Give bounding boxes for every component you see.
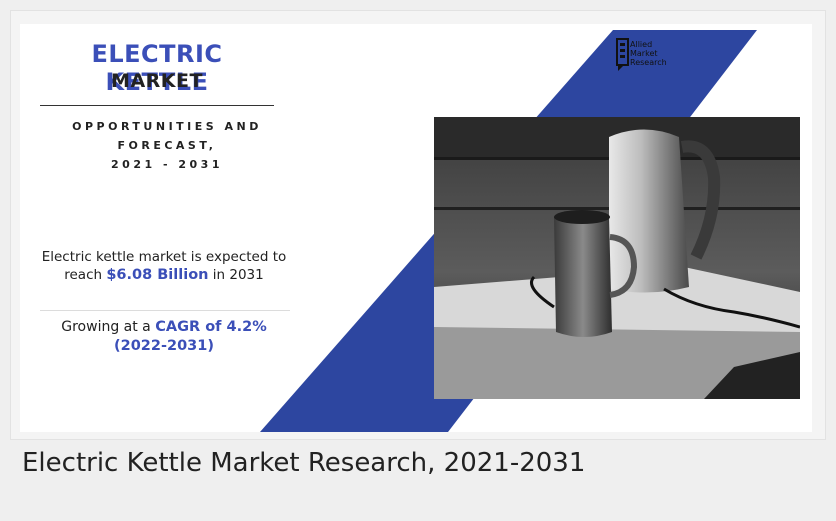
stat2-period: (2022-2031) <box>114 338 214 354</box>
stat1-value: $6.08 Billion <box>106 267 209 283</box>
stat2-prefix: Growing at a <box>61 319 151 335</box>
title-line2: MARKET <box>111 70 203 92</box>
subtitle-line2: FORECAST, <box>117 139 217 152</box>
company-logo: Allied Market Research <box>616 38 696 78</box>
logo-line2: Market <box>630 49 658 58</box>
stat2-value: CAGR of 4.2% <box>155 319 267 335</box>
logo-line3: Research <box>630 58 667 67</box>
kettle-photo <box>434 117 800 399</box>
subtitle-line3: 2021 - 2031 <box>111 158 223 171</box>
title-divider <box>40 105 274 106</box>
title-line1: ELECTRIC KETTLE <box>91 40 223 96</box>
logo-text: Allied Market Research <box>630 40 667 67</box>
stat-divider <box>40 310 290 311</box>
logo-line1: Allied <box>630 40 653 49</box>
image-caption: Electric Kettle Market Research, 2021-20… <box>22 448 586 478</box>
subtitle: OPPORTUNITIES AND FORECAST, 2021 - 2031 <box>40 117 294 174</box>
subtitle-line1: OPPORTUNITIES AND <box>72 120 262 133</box>
stat1-suffix: in 2031 <box>212 267 264 283</box>
market-infographic: ELECTRIC KETTLE MARKET OPPORTUNITIES AND… <box>20 24 812 432</box>
market-size-stat: Electric kettle market is expected to re… <box>34 248 294 284</box>
cagr-stat: Growing at a CAGR of 4.2% (2022-2031) <box>34 318 294 356</box>
stat1-prefix: Electric kettle market is expected to re… <box>41 249 287 283</box>
logo-mark-icon <box>616 38 629 71</box>
